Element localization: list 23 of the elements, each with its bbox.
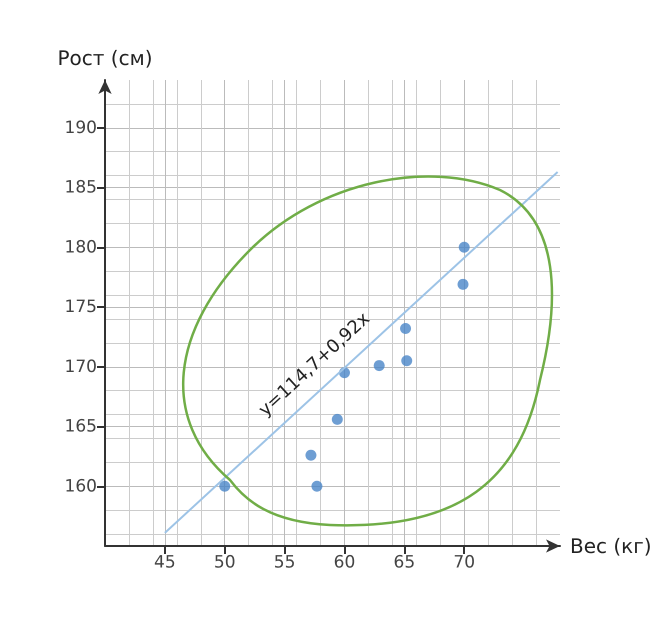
y-tick-label: 160	[64, 476, 97, 496]
y-axis-title: Рост (см)	[58, 46, 152, 70]
point	[305, 450, 316, 461]
point	[401, 355, 412, 366]
point	[219, 480, 230, 492]
x-tick-label: 65	[394, 552, 416, 572]
x-tick-label: 60	[334, 552, 356, 572]
x-tick-label: 70	[453, 552, 476, 572]
point	[400, 323, 412, 334]
point	[374, 360, 385, 372]
point	[458, 278, 469, 290]
x-tick-label: 50	[214, 552, 236, 572]
x-tick-label: 45	[154, 552, 176, 572]
y-tick-label: 165	[64, 416, 97, 437]
y-tick-label: 185	[64, 178, 97, 198]
point	[311, 480, 322, 492]
y-tick-label: 180	[64, 237, 97, 258]
y-tick-label: 170	[64, 356, 97, 377]
point	[458, 242, 470, 253]
y-tick-label: 190	[64, 118, 97, 138]
x-axis-title: Вес (кг)	[570, 534, 652, 558]
x-tick-label: 55	[274, 552, 296, 572]
y-tick-label: 175	[64, 297, 97, 318]
